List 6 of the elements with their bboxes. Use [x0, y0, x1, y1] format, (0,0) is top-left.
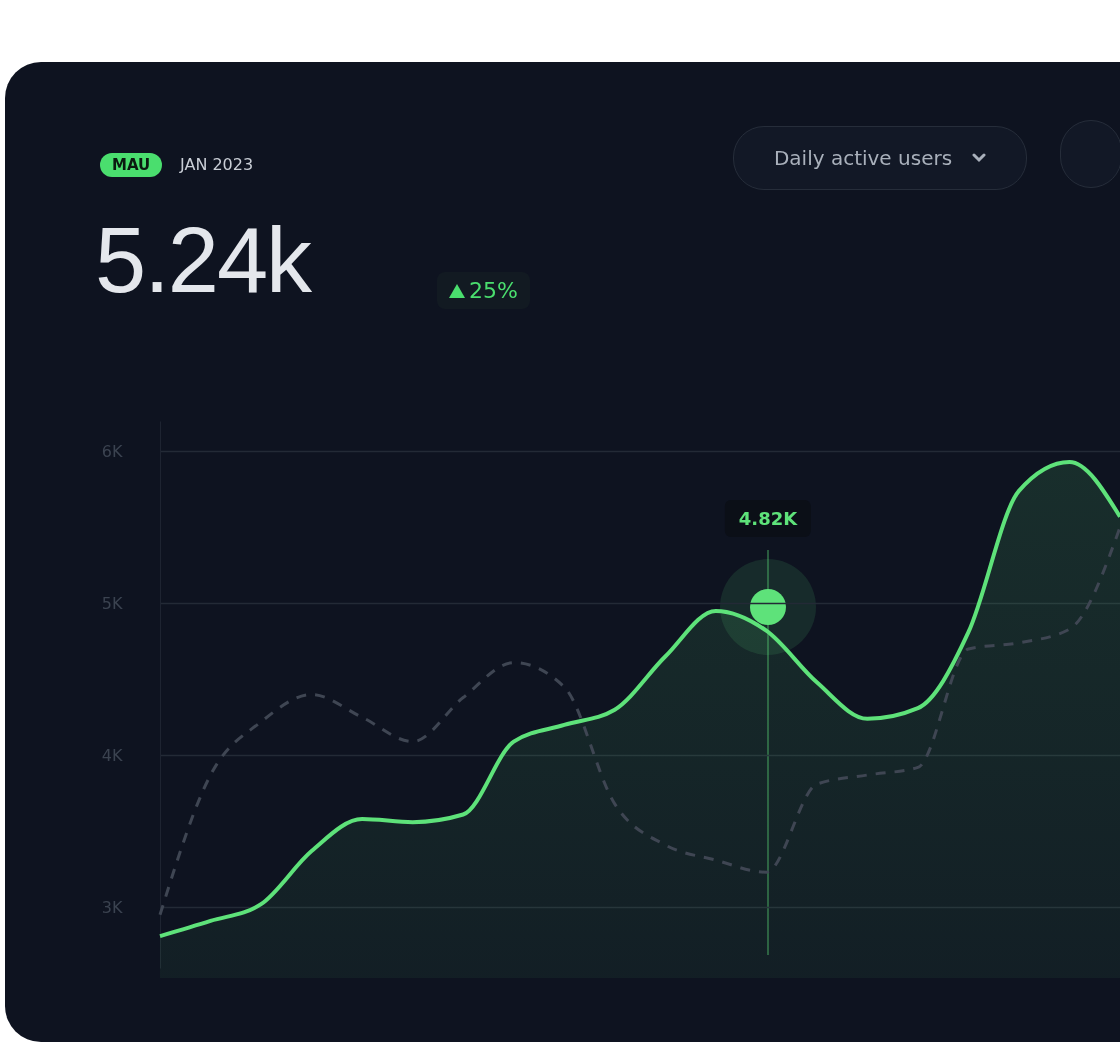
text: JAN 2023 [180, 155, 254, 174]
annotation: 4.82K [724, 500, 812, 537]
text: 25% [469, 278, 518, 303]
text: MAU [100, 153, 163, 177]
text: Daily active users [773, 146, 953, 170]
text: 5.24k [95, 208, 311, 313]
